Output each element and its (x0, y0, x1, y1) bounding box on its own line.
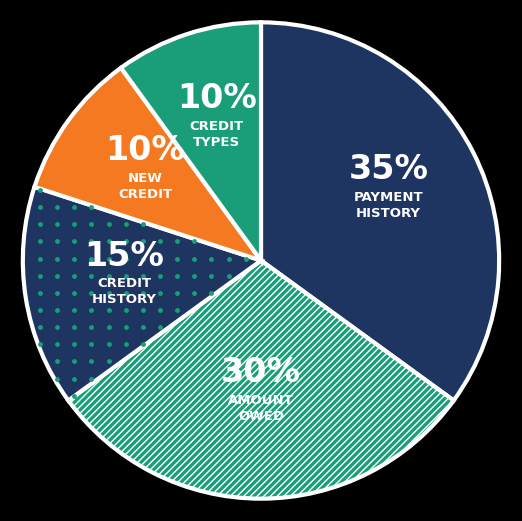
Text: CREDIT
HISTORY: CREDIT HISTORY (92, 277, 157, 306)
Text: NEW
CREDIT: NEW CREDIT (118, 172, 172, 201)
Wedge shape (34, 68, 261, 260)
Text: 10%: 10% (177, 82, 257, 115)
Text: 35%: 35% (348, 153, 428, 186)
Wedge shape (23, 187, 261, 401)
Text: AMOUNT
OWED: AMOUNT OWED (228, 394, 294, 423)
Text: 15%: 15% (85, 240, 164, 272)
Text: CREDIT
TYPES: CREDIT TYPES (190, 120, 244, 149)
Text: PAYMENT
HISTORY: PAYMENT HISTORY (353, 191, 423, 220)
Text: 30%: 30% (221, 356, 301, 389)
Wedge shape (261, 22, 499, 401)
Wedge shape (68, 260, 454, 499)
Text: 10%: 10% (105, 134, 185, 167)
Wedge shape (121, 22, 261, 260)
